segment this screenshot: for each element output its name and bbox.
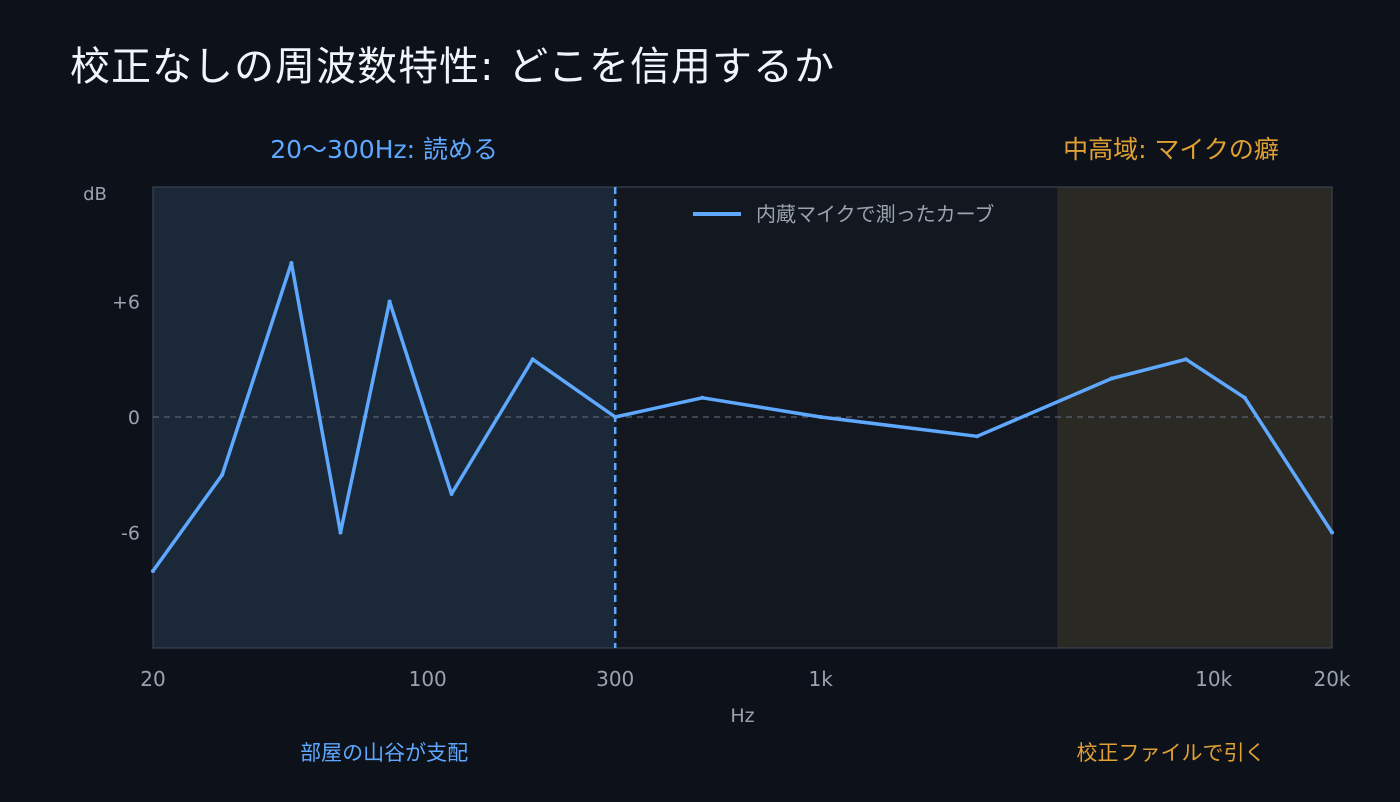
x-tick-label: 300: [596, 667, 634, 691]
x-tick-label: 20: [140, 667, 165, 691]
data-point: [387, 299, 392, 304]
data-point: [975, 434, 980, 439]
data-point: [1330, 530, 1334, 535]
y-tick-label: -6: [121, 523, 140, 545]
x-axis-label: Hz: [730, 705, 754, 727]
data-point: [530, 357, 535, 362]
legend-label: 内蔵マイクで測ったカーブ: [756, 202, 994, 226]
chart-title: 校正なしの周波数特性: どこを信用するか: [70, 44, 835, 90]
data-point: [700, 395, 705, 400]
region-label-0: 20〜300Hz: 読める: [270, 135, 498, 164]
x-tick-label: 100: [409, 667, 447, 691]
y-tick-label: +6: [112, 292, 140, 314]
region-label-1: 中高域: マイクの癖: [1063, 135, 1279, 164]
x-tick-label: 1k: [809, 667, 834, 691]
data-point: [1242, 395, 1247, 400]
data-point: [1183, 357, 1188, 362]
x-tick-label: 20k: [1313, 667, 1350, 691]
data-point: [338, 530, 343, 535]
x-tick-label: 10k: [1195, 667, 1232, 691]
region-caption-1: 校正ファイルで引く: [1077, 741, 1266, 765]
data-point: [220, 472, 225, 477]
data-point: [289, 261, 294, 265]
region-caption-0: 部屋の山谷が支配: [300, 741, 468, 765]
data-point: [818, 415, 823, 419]
data-point: [151, 569, 155, 573]
data-point: [1109, 376, 1114, 381]
y-axis-label: dB: [83, 184, 107, 205]
y-tick-label: 0: [128, 407, 140, 429]
data-point: [449, 492, 454, 496]
data-point: [613, 415, 618, 419]
